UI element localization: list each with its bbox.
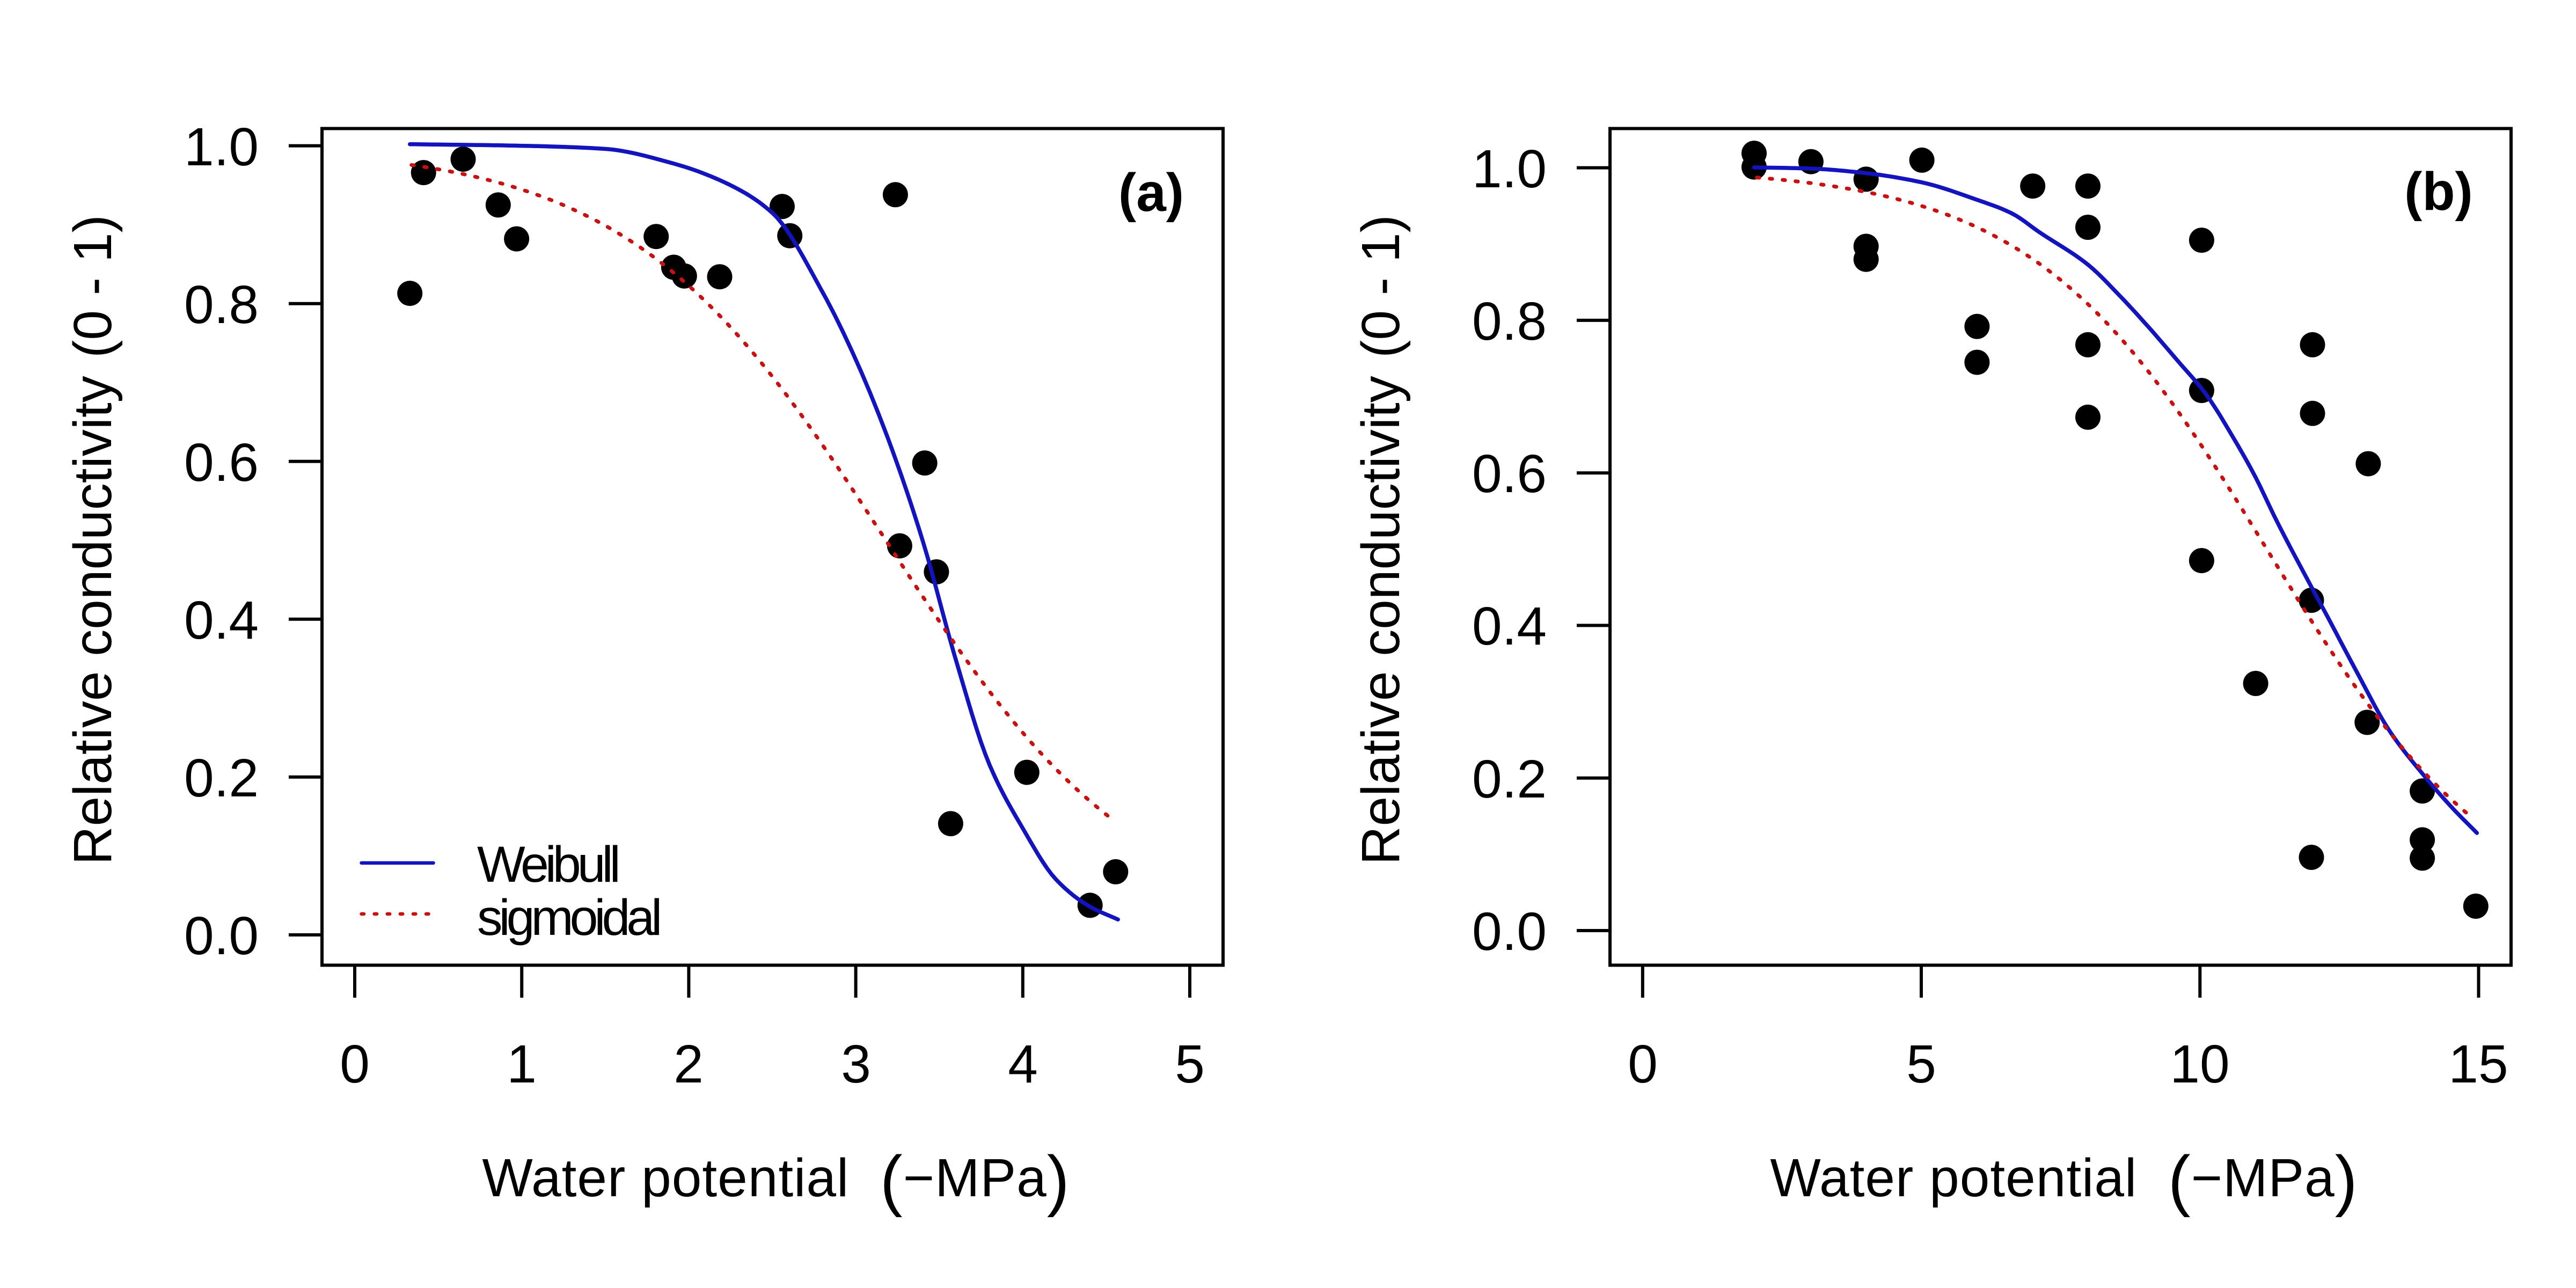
svg-text:2: 2 bbox=[674, 1034, 704, 1094]
svg-text:Relative conductivity (0 - 1): Relative conductivity (0 - 1) bbox=[63, 215, 123, 865]
svg-text:0.4: 0.4 bbox=[1472, 596, 1547, 656]
svg-text:0.6: 0.6 bbox=[1472, 444, 1547, 504]
svg-text:0.8: 0.8 bbox=[184, 275, 259, 335]
svg-text:1: 1 bbox=[507, 1034, 537, 1094]
svg-text:Water potential (−MPa): Water potential (−MPa) bbox=[1770, 1142, 2358, 1218]
svg-text:0.2: 0.2 bbox=[1472, 749, 1547, 809]
svg-text:0.4: 0.4 bbox=[184, 590, 259, 650]
svg-text:0: 0 bbox=[340, 1034, 370, 1094]
svg-text:0.0: 0.0 bbox=[184, 906, 259, 966]
svg-text:sigmoidal: sigmoidal bbox=[477, 889, 659, 946]
svg-text:4: 4 bbox=[1008, 1034, 1038, 1094]
svg-text:3: 3 bbox=[841, 1034, 871, 1094]
svg-text:Water potential (−MPa): Water potential (−MPa) bbox=[482, 1142, 1070, 1218]
svg-text:5: 5 bbox=[1175, 1034, 1205, 1094]
svg-text:0.2: 0.2 bbox=[184, 748, 259, 808]
svg-text:(a): (a) bbox=[1118, 163, 1184, 223]
svg-text:0.8: 0.8 bbox=[1472, 291, 1547, 352]
svg-text:Weibull: Weibull bbox=[477, 836, 618, 893]
svg-text:1.0: 1.0 bbox=[1472, 139, 1547, 199]
svg-text:Relative conductivity (0 - 1): Relative conductivity (0 - 1) bbox=[1351, 215, 1411, 865]
svg-text:0.0: 0.0 bbox=[1472, 902, 1547, 962]
svg-text:1.0: 1.0 bbox=[184, 117, 259, 177]
svg-text:10: 10 bbox=[2170, 1034, 2229, 1094]
svg-text:15: 15 bbox=[2448, 1034, 2508, 1094]
svg-text:(b): (b) bbox=[2404, 162, 2473, 222]
svg-text:5: 5 bbox=[1906, 1034, 1936, 1094]
svg-text:0.6: 0.6 bbox=[184, 433, 259, 493]
svg-text:0: 0 bbox=[1628, 1034, 1658, 1094]
